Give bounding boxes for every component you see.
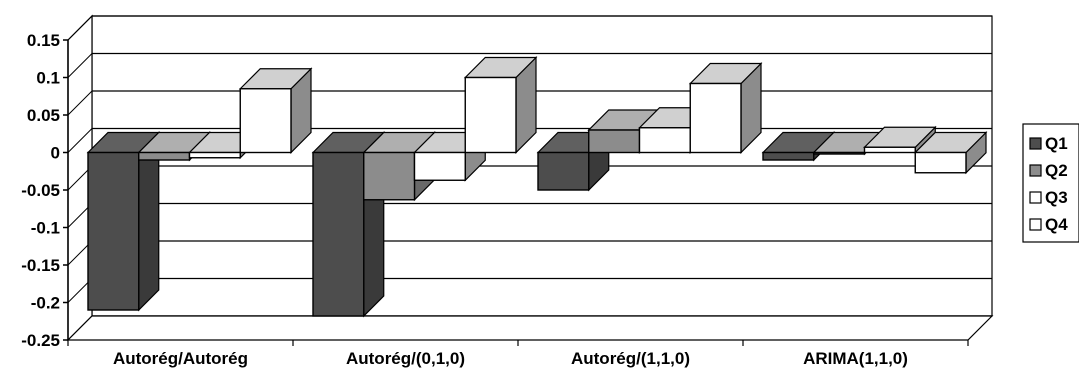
bar-front	[363, 151, 416, 201]
bar-q4	[463, 56, 538, 154]
bar-front	[312, 151, 365, 317]
legend-swatch	[1029, 218, 1042, 231]
legend-label: Q2	[1045, 161, 1068, 180]
bar-front	[588, 129, 641, 154]
bar-front	[863, 146, 916, 154]
bar-q4	[913, 131, 988, 175]
legend-swatch	[1029, 164, 1042, 177]
y-tick-label: 0	[51, 144, 60, 163]
y-tick-label: -0.05	[21, 181, 60, 200]
y-tick-label: 0.15	[27, 31, 60, 50]
category-label: Autorég/(0,1,0)	[346, 349, 465, 368]
y-tick-labels: 0.15 0.1 0.05 0 -0.05 -0.1 -0.15 -0.2 -0.25	[21, 31, 60, 350]
bar-front	[464, 76, 517, 154]
category-label: Autorég/(1,1,0)	[571, 349, 690, 368]
legend: Q1 Q2 Q3 Q4	[1022, 123, 1079, 243]
bars	[86, 56, 988, 318]
bar-front	[638, 127, 691, 154]
bar-q1	[86, 131, 161, 312]
bar-front	[239, 88, 292, 154]
legend-label: Q4	[1045, 215, 1068, 234]
y-tick-label: -0.2	[31, 294, 60, 313]
gridline-side	[67, 90, 93, 116]
bar-front	[813, 151, 866, 155]
legend-swatch	[1029, 191, 1042, 204]
bar-q3	[863, 125, 937, 154]
bar-q1	[761, 131, 836, 162]
bar-front	[914, 151, 967, 174]
bar-q4	[238, 67, 313, 154]
value-axis	[63, 39, 69, 341]
y-tick-label: -0.15	[21, 256, 60, 275]
legend-swatch	[1029, 137, 1042, 150]
bar-front	[188, 151, 241, 159]
bar-front	[762, 151, 815, 161]
bar-front	[138, 151, 191, 161]
chart-floor	[66, 315, 994, 346]
bar-front	[87, 151, 140, 311]
gridline-side	[67, 53, 93, 78]
y-tick-label: 0.05	[27, 106, 60, 125]
bar-front	[413, 151, 466, 181]
bar-q4	[688, 62, 763, 154]
y-tick-label: 0.1	[36, 69, 60, 88]
category-label: ARIMA(1,1,0)	[803, 349, 908, 368]
category-label: Autorég/Autorég	[113, 349, 248, 368]
gridline-side	[67, 15, 93, 41]
legend-label: Q1	[1045, 134, 1068, 153]
gridline-side	[67, 128, 93, 153]
y-tick-label: -0.1	[31, 219, 60, 238]
category-labels: Autorég/Autorég Autorég/(0,1,0) Autorég/(1…	[113, 349, 908, 368]
bar-front	[537, 151, 590, 191]
bar-front	[689, 82, 742, 154]
legend-label: Q3	[1045, 188, 1068, 207]
bar-q1	[311, 131, 386, 318]
y-tick-label: -0.25	[21, 331, 60, 350]
floor-plane	[66, 315, 994, 341]
